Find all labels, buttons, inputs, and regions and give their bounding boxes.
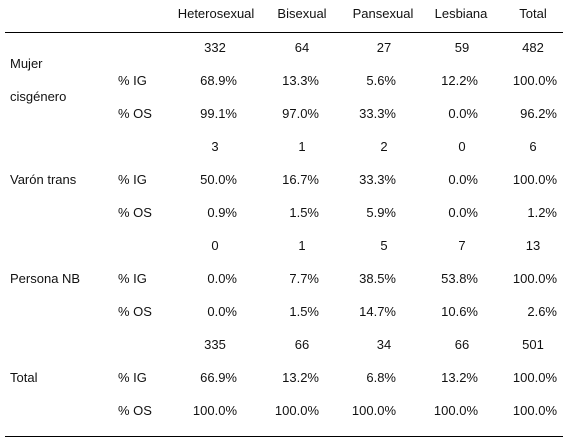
column-header-lesbiana: Lesbiana xyxy=(434,6,488,21)
metric-label-ig: % IG xyxy=(118,73,147,88)
group-label-line: Total xyxy=(10,370,38,385)
count-cell: 335 xyxy=(204,337,226,352)
percent-cell: 1.2% xyxy=(527,205,557,220)
percent-cell: 38.5% xyxy=(359,271,396,286)
metric-label-ig: % IG xyxy=(118,370,147,385)
percent-cell: 96.2% xyxy=(520,106,557,121)
group-label-line: Mujer xyxy=(10,56,43,71)
percent-cell: 10.6% xyxy=(441,304,478,319)
percent-cell: 100.0% xyxy=(512,172,557,187)
percent-cell: 99.1% xyxy=(200,106,237,121)
count-cell: 59 xyxy=(454,40,470,55)
metric-label-os: % OS xyxy=(118,304,152,319)
percent-cell: 2.6% xyxy=(527,304,557,319)
percent-cell: 100.0% xyxy=(351,403,396,418)
bottom-rule xyxy=(5,436,563,437)
percent-cell: 33.3% xyxy=(359,172,396,187)
column-header-bisexual: Bisexual xyxy=(277,6,327,21)
group-label-line: Persona NB xyxy=(10,271,81,286)
percent-cell: 100.0% xyxy=(512,403,557,418)
header-rule xyxy=(5,32,563,33)
count-cell: 332 xyxy=(204,40,226,55)
count-cell: 3 xyxy=(211,139,219,154)
percent-cell: 66.9% xyxy=(200,370,237,385)
count-cell: 64 xyxy=(294,40,310,55)
percent-cell: 68.9% xyxy=(200,73,237,88)
count-cell: 0 xyxy=(458,139,466,154)
percent-cell: 100.0% xyxy=(512,73,557,88)
count-cell: 482 xyxy=(522,40,544,55)
count-cell: 34 xyxy=(376,337,392,352)
count-cell: 66 xyxy=(454,337,470,352)
count-cell: 501 xyxy=(522,337,544,352)
percent-cell: 100.0% xyxy=(512,370,557,385)
percent-cell: 0.0% xyxy=(207,271,237,286)
percent-cell: 13.3% xyxy=(282,73,319,88)
count-cell: 13 xyxy=(525,238,541,253)
percent-cell: 16.7% xyxy=(282,172,319,187)
count-cell: 66 xyxy=(294,337,310,352)
percent-cell: 33.3% xyxy=(359,106,396,121)
percent-cell: 1.5% xyxy=(289,205,319,220)
percent-cell: 0.0% xyxy=(448,106,478,121)
percent-cell: 12.2% xyxy=(441,73,478,88)
group-label-line: Varón trans xyxy=(10,172,77,187)
metric-label-ig: % IG xyxy=(118,271,147,286)
percent-cell: 7.7% xyxy=(289,271,319,286)
count-cell: 2 xyxy=(380,139,388,154)
percent-cell: 13.2% xyxy=(282,370,319,385)
count-cell: 5 xyxy=(380,238,388,253)
group-label-line: cisgénero xyxy=(10,89,67,104)
percent-cell: 50.0% xyxy=(200,172,237,187)
column-header-total: Total xyxy=(519,6,547,21)
column-header-pansexual: Pansexual xyxy=(352,6,414,21)
count-cell: 27 xyxy=(376,40,392,55)
count-cell: 7 xyxy=(458,238,466,253)
metric-label-os: % OS xyxy=(118,106,152,121)
percent-cell: 0.0% xyxy=(448,172,478,187)
metric-label-os: % OS xyxy=(118,403,152,418)
percent-cell: 53.8% xyxy=(441,271,478,286)
count-cell: 1 xyxy=(298,238,306,253)
percent-cell: 5.6% xyxy=(366,73,396,88)
percent-cell: 5.9% xyxy=(366,205,396,220)
percent-cell: 0.9% xyxy=(207,205,237,220)
count-cell: 0 xyxy=(211,238,219,253)
percent-cell: 97.0% xyxy=(282,106,319,121)
percent-cell: 14.7% xyxy=(359,304,396,319)
column-header-heterosexual: Heterosexual xyxy=(177,6,255,21)
count-cell: 1 xyxy=(298,139,306,154)
percent-cell: 0.0% xyxy=(207,304,237,319)
percent-cell: 100.0% xyxy=(433,403,478,418)
percent-cell: 100.0% xyxy=(512,271,557,286)
percent-cell: 1.5% xyxy=(289,304,319,319)
percent-cell: 0.0% xyxy=(448,205,478,220)
percent-cell: 6.8% xyxy=(366,370,396,385)
metric-label-ig: % IG xyxy=(118,172,147,187)
count-cell: 6 xyxy=(529,139,537,154)
percent-cell: 100.0% xyxy=(192,403,237,418)
percent-cell: 13.2% xyxy=(441,370,478,385)
metric-label-os: % OS xyxy=(118,205,152,220)
percent-cell: 100.0% xyxy=(274,403,319,418)
